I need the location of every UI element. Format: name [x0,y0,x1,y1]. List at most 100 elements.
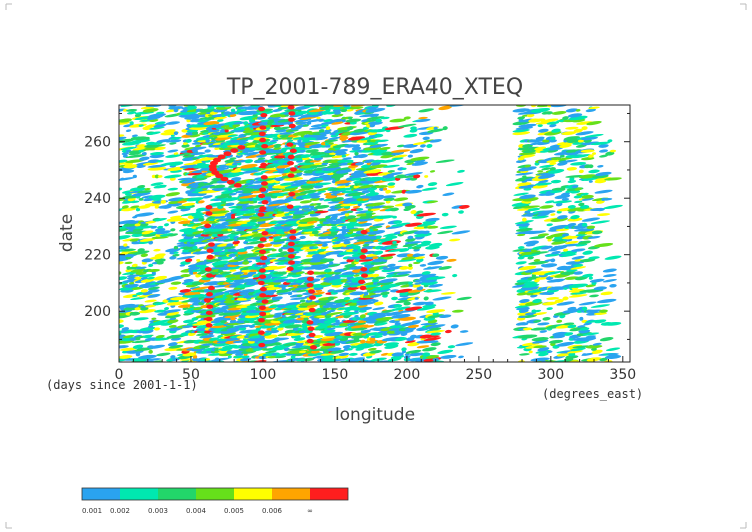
contour-blob [259,237,267,242]
x-tick-label: 300 [537,367,564,383]
y-axis-label: date [57,214,77,252]
contour-blob [459,330,469,333]
contour-blob [389,118,406,123]
contour-blob [377,329,393,334]
legend-label: 0.001 [82,507,102,515]
contour-blob [226,179,235,185]
contour-blob [148,322,166,326]
contour-blob [307,270,315,275]
contour-blob [369,294,382,298]
contour-blob [287,260,295,265]
contour-blob [563,322,575,326]
contour-blob [353,322,366,326]
contour-blob [308,307,316,313]
contour-blob [308,295,316,300]
contour-blob [444,329,452,334]
contour-blob [259,305,267,310]
contour-blob [422,347,437,352]
contour-blob [287,173,295,178]
contour-blob [205,316,213,322]
contour-blob [323,319,339,324]
contour-blob [209,337,220,341]
contour-blob [426,340,439,344]
contour-blob [153,327,161,331]
contour-blob [429,139,442,143]
contour-blob [299,301,319,306]
color-legend: 0.001 0.002 0.003 0.004 0.005 0.006 ∞ [81,487,349,515]
contour-blob [184,291,200,296]
contour-blob [225,301,241,306]
contour-blob [414,297,419,300]
contour-blob [155,334,165,339]
contour-blob [258,342,266,348]
contour-blob [365,332,380,336]
contour-blob [578,169,584,174]
contour-blob [233,299,252,303]
contour-blob [357,360,375,362]
contour-blob [358,304,368,308]
contour-blob [416,306,436,311]
contour-blob [437,230,454,235]
contour-blob [519,299,530,303]
contour-blob [370,314,387,319]
contour-blob [360,248,368,253]
contour-blob [604,321,622,326]
contour-blob [359,339,366,344]
contour-blob [259,311,267,317]
contour-blob [401,347,407,352]
contour-blob [119,345,129,349]
contour-blob [387,182,396,186]
contour-blob [287,117,295,122]
contour-blob [533,319,541,323]
contour-blob [259,293,267,298]
y-tick-label: 220 [84,248,111,264]
contour-blob [320,352,336,356]
contour-blob [272,343,283,346]
contour-blob [422,352,431,357]
contour-blob [359,306,373,311]
contour-blob [425,355,440,359]
contour-blob [535,350,552,354]
contour-blob [119,324,125,329]
contour-blob [424,301,434,306]
contour-blob [533,312,548,316]
contour-blob [440,292,456,295]
contour-blob [286,204,294,209]
contour-blob [583,322,592,326]
contour-blob [288,111,296,116]
contour-blob [375,215,395,219]
contour-blob [590,304,610,308]
contour-blob [422,304,437,308]
contour-blob [231,309,242,313]
contour-blob [330,349,345,354]
contour-blob [334,298,348,303]
legend-swatch [158,488,196,500]
contour-blob [308,332,316,338]
contour-blob [298,350,307,354]
contour-blob [321,355,335,359]
legend-swatch [120,488,158,500]
contour-blob [554,298,564,303]
contour-blob [257,318,265,323]
contour-blob [416,184,424,189]
contour-blob [516,345,532,349]
contour-blob [609,284,617,288]
contour-blob [127,304,142,308]
contour-blob [154,309,167,313]
contour-blob [165,154,181,158]
contour-blob [287,247,295,253]
contour-blob [577,325,586,328]
contour-blob [591,347,597,351]
contour-blob [441,212,449,217]
contour-blob [556,301,575,306]
contour-blob [163,307,170,311]
contour-blob [261,299,269,304]
contour-blob [207,242,215,247]
contour-blob [325,302,337,305]
contour-blob [289,229,297,234]
contour-blob [542,263,558,268]
contour-blob [327,296,335,301]
contour-blob [260,181,268,186]
contour-blob [308,318,329,324]
contour-blob [419,264,427,267]
